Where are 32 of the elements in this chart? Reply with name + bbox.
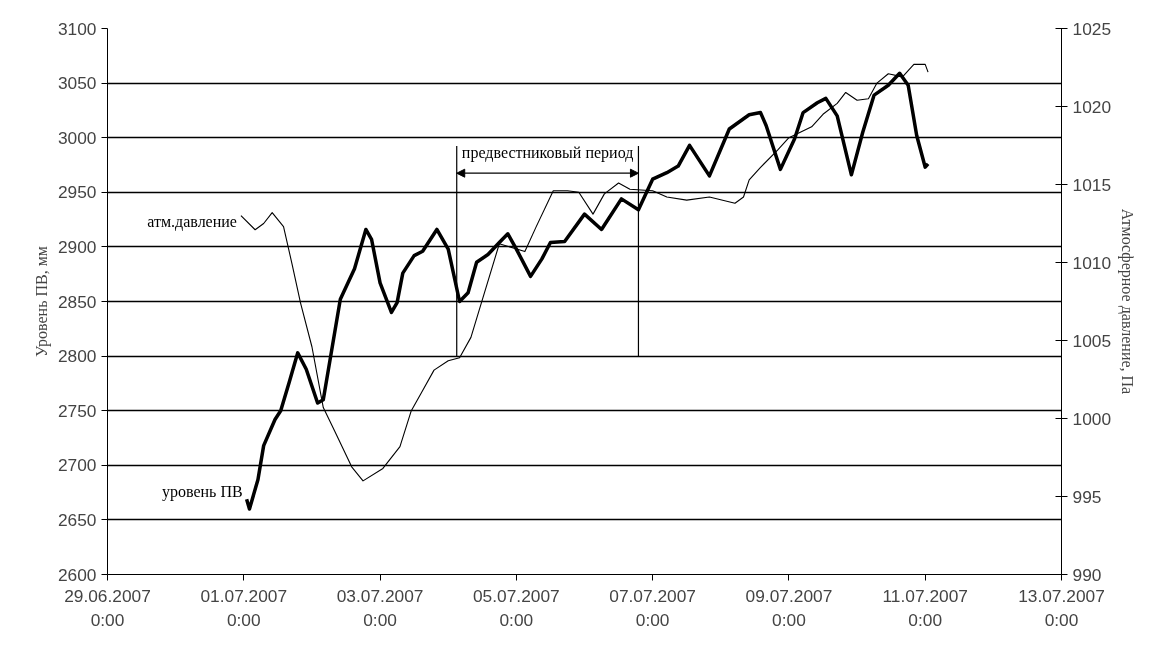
y2-tick-label: 1020 [1072,96,1112,117]
y-tick-label: 2900 [57,236,97,257]
series-label: уровень ПВ [161,482,243,501]
y-tick-label: 2800 [57,346,97,367]
x-tick-label: 29.06.2007 0:00 [64,585,151,630]
y-tick-label: 3000 [57,127,97,148]
y2-tick-label: 995 [1072,486,1102,507]
x-tick-label: 05.07.2007 0:00 [472,585,560,630]
y-tick-label: 2850 [57,291,97,312]
y-tick-label: 2650 [57,509,97,530]
y-tick-label: 2700 [57,455,97,476]
y2-tick-label: 1015 [1072,174,1112,195]
y-tick-label: 2950 [57,182,97,203]
y-tick-label: 3100 [57,18,97,39]
annotation: предвестниковый период [461,144,634,163]
y2-axis-title: Атмосферное давление, Па [1118,208,1137,395]
x-tick-label: 13.07.2007 0:00 [1018,585,1105,630]
x-tick-label: 03.07.2007 0:00 [336,585,424,630]
x-tick-label: 01.07.2007 0:00 [200,585,288,630]
series-label: атм.давление [147,213,237,232]
y2-tick-label: 1000 [1072,408,1112,429]
x-tick-label: 09.07.2007 0:00 [745,585,833,630]
x-tick-label: 07.07.2007 0:00 [609,585,697,630]
y-tick-label: 2600 [57,564,97,585]
y2-tick-label: 1005 [1072,330,1112,351]
y2-tick-label: 1010 [1072,252,1112,273]
y2-tick-label: 990 [1072,564,1102,585]
y2-tick-label: 1025 [1072,18,1112,39]
y-tick-label: 3050 [57,73,97,94]
y-axis-title: Уровень ПВ, мм [32,246,51,357]
x-tick-label: 11.07.2007 0:00 [882,585,968,630]
y-tick-label: 2750 [57,400,97,421]
